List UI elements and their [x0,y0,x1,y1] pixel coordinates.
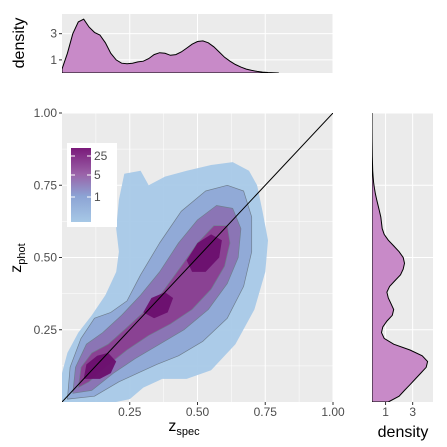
main-x-tick-label-1: 0.50 [186,405,210,419]
main-y-title: zphot [8,243,28,272]
main-y-ticks: 0.25 0.50 0.75 1.00 [34,106,62,337]
right-marginal-x-title: density [378,424,429,441]
top-marginal-density-area [62,18,279,73]
top-y-tick-label-1: 3 [50,27,57,41]
density-level-20-5 [143,292,174,319]
main-y-tick-label-0: 0.25 [34,323,58,337]
main-y-tick-label-3: 1.00 [34,106,58,120]
top-marginal-y-ticks: 13 [50,27,62,67]
legend-label-25: 25 [94,149,108,163]
right-x-tick-label-1: 3 [409,405,416,419]
density-level-20-4 [83,352,117,379]
legend: 25 5 1 [67,143,117,227]
identity-line [62,113,333,402]
main-panel: 0.25 0.50 0.75 1.00 0.25 0.50 0.75 1.00 25 5 1… [8,106,345,438]
legend-label-5: 5 [94,168,101,182]
density-level-20-6 [186,234,222,272]
right-marginal-density-area [372,113,429,402]
main-x-tick-label-0: 0.25 [118,405,142,419]
main-y-tick-label-1: 0.50 [34,251,58,265]
right-x-tick-label-0: 1 [382,405,389,419]
top-marginal-panel: 13 density [11,14,334,73]
main-x-title: zspec [168,418,200,438]
top-y-tick-label-0: 1 [50,53,57,67]
main-x-tick-label-3: 1.00 [321,405,345,419]
main-x-tick-label-2: 0.75 [254,405,278,419]
main-x-ticks: 0.25 0.50 0.75 1.00 [118,402,345,419]
density-contours [62,162,268,402]
legend-label-1: 1 [94,190,101,204]
top-marginal-y-title: density [11,18,28,69]
main-y-tick-label-2: 0.75 [34,178,58,192]
legend-colorbar [71,148,91,222]
